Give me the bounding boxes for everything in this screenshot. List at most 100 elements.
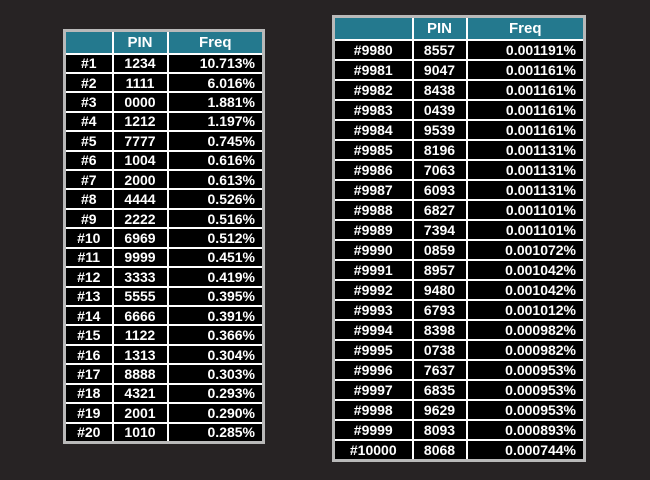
pin-cell: 1313 (111, 343, 169, 366)
rank-cell: #15 (63, 324, 114, 346)
rank-cell: #9984 (332, 118, 414, 141)
freq-cell: 0.303% (166, 363, 265, 385)
table-row: #9995 0738 0.000982% (332, 338, 586, 361)
table-row: #9991 8957 0.001042% (332, 258, 586, 281)
pin-cell: 9629 (411, 398, 468, 421)
table-row: #10 6969 0.512% (63, 227, 265, 249)
rank-cell: #4 (63, 110, 114, 133)
table-row: #14 6666 0.391% (63, 304, 265, 327)
pin-cell: 8888 (111, 363, 169, 385)
rank-cell: #9986 (332, 158, 414, 181)
freq-column-header: Freq (166, 29, 265, 55)
rank-cell: #5 (63, 130, 114, 152)
table-row: #9990 0859 0.001072% (332, 238, 586, 261)
freq-cell: 0.001101% (465, 218, 586, 241)
table-row: #3 0000 1.881% (63, 91, 265, 113)
rank-cell: #9988 (332, 198, 414, 221)
freq-column-header: Freq (465, 15, 586, 41)
pin-cell: 8957 (411, 258, 468, 281)
freq-cell: 0.293% (166, 382, 265, 405)
freq-cell: 0.745% (166, 130, 265, 152)
freq-cell: 0.001161% (465, 58, 586, 81)
pin-cell: 0738 (411, 338, 468, 361)
pin-cell: 6827 (411, 198, 468, 221)
pin-cell: 9047 (411, 58, 468, 81)
freq-cell: 0.419% (166, 266, 265, 288)
pin-cell: 4444 (111, 188, 169, 210)
table-row: #17 8888 0.303% (63, 363, 265, 385)
pin-cell: 7777 (111, 130, 169, 152)
freq-cell: 0.001161% (465, 78, 586, 101)
rank-cell: #13 (63, 285, 114, 308)
rank-cell: #9981 (332, 58, 414, 81)
table-row: #11 9999 0.451% (63, 246, 265, 269)
freq-cell: 0.000953% (465, 358, 586, 381)
pin-cell: 7394 (411, 218, 468, 241)
freq-cell: 0.451% (166, 246, 265, 269)
pin-cell: 1122 (111, 324, 169, 346)
pin-cell: 1234 (111, 52, 169, 74)
pin-cell: 9539 (411, 118, 468, 141)
pin-cell: 4321 (111, 382, 169, 405)
rank-cell: #9983 (332, 98, 414, 121)
table-row: #9998 9629 0.000953% (332, 398, 586, 421)
pin-cell: 7063 (411, 158, 468, 181)
table-row: #9996 7637 0.000953% (332, 358, 586, 381)
freq-cell: 0.000982% (465, 318, 586, 341)
rank-cell: #18 (63, 382, 114, 405)
table-row: #9984 9539 0.001161% (332, 118, 586, 141)
freq-cell: 0.000982% (465, 338, 586, 361)
rank-cell: #9985 (332, 138, 414, 161)
freq-cell: 0.001131% (465, 138, 586, 161)
freq-cell: 0.001131% (465, 158, 586, 181)
pin-cell: 7637 (411, 358, 468, 381)
rank-cell: #9997 (332, 378, 414, 401)
table-row: #9987 6093 0.001131% (332, 178, 586, 201)
rank-cell: #9999 (332, 418, 414, 441)
rank-cell: #9998 (332, 398, 414, 421)
table-row: #9988 6827 0.001101% (332, 198, 586, 221)
freq-cell: 0.613% (166, 169, 265, 191)
rank-cell: #9992 (332, 278, 414, 301)
freq-cell: 0.000953% (465, 398, 586, 421)
freq-cell: 0.395% (166, 285, 265, 308)
table-row: #6 1004 0.616% (63, 149, 265, 172)
freq-cell: 6.016% (166, 71, 265, 94)
table-row: #9989 7394 0.001101% (332, 218, 586, 241)
pin-column-header: PIN (411, 15, 468, 41)
pin-column-header: PIN (111, 29, 169, 55)
most-common-pins-table: PIN Freq #1 1234 10.713% #2 1111 6.016% #3 0000… (63, 29, 265, 444)
table-body: #9980 8557 0.001191% #9981 9047 0.001161% #998… (332, 38, 586, 462)
pin-cell: 8093 (411, 418, 468, 441)
pin-cell: 8068 (411, 438, 468, 462)
rank-cell: #9 (63, 207, 114, 230)
pin-cell: 8398 (411, 318, 468, 341)
pin-cell: 6835 (411, 378, 468, 401)
rank-cell: #9990 (332, 238, 414, 261)
rank-cell: #6 (63, 149, 114, 172)
table-row: #9985 8196 0.001131% (332, 138, 586, 161)
pin-cell: 6793 (411, 298, 468, 321)
pin-cell: 1004 (111, 149, 169, 172)
table-row: #15 1122 0.366% (63, 324, 265, 346)
table-row: #9993 6793 0.001012% (332, 298, 586, 321)
table-row: #9999 8093 0.000893% (332, 418, 586, 441)
pin-cell: 2000 (111, 169, 169, 191)
freq-cell: 0.000744% (465, 438, 586, 462)
rank-cell: #9980 (332, 38, 414, 61)
header-row: PIN Freq (63, 29, 265, 55)
rank-cell: #12 (63, 266, 114, 288)
pin-cell: 5555 (111, 285, 169, 308)
pin-cell: 3333 (111, 266, 169, 288)
freq-cell: 0.516% (166, 207, 265, 230)
table-row: #12 3333 0.419% (63, 266, 265, 288)
table-row: #9981 9047 0.001161% (332, 58, 586, 81)
rank-column-header (63, 29, 114, 55)
rank-cell: #8 (63, 188, 114, 210)
table-row: #9997 6835 0.000953% (332, 378, 586, 401)
rank-cell: #14 (63, 304, 114, 327)
table-row: #9 2222 0.516% (63, 207, 265, 230)
freq-cell: 0.001012% (465, 298, 586, 321)
freq-cell: 0.001072% (465, 238, 586, 261)
table-row: #2 1111 6.016% (63, 71, 265, 94)
